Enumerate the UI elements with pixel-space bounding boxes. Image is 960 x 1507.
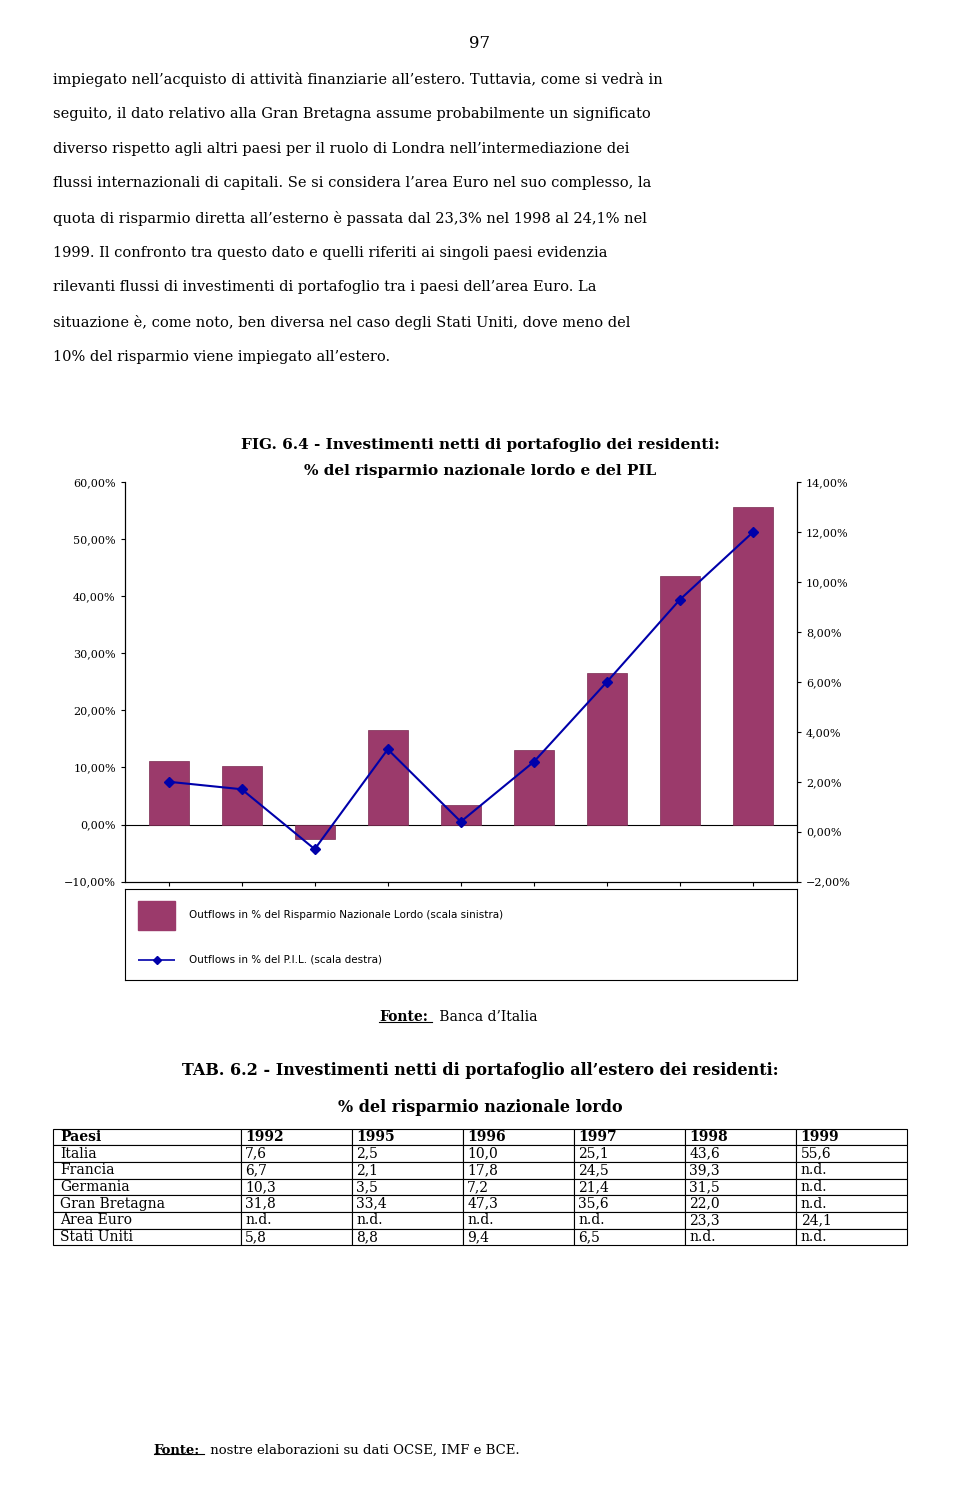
Text: flussi internazionali di capitali. Se si considera l’area Euro nel suo complesso: flussi internazionali di capitali. Se si… bbox=[53, 176, 651, 190]
Text: nostre elaborazioni su dati OCSE, IMF e BCE.: nostre elaborazioni su dati OCSE, IMF e … bbox=[206, 1444, 520, 1457]
Bar bbox=[587, 674, 627, 824]
Text: situazione è, come noto, ben diversa nel caso degli Stati Uniti, dove meno del: situazione è, come noto, ben diversa nel… bbox=[53, 315, 630, 330]
Text: rilevanti flussi di investimenti di portafoglio tra i paesi dell’area Euro. La: rilevanti flussi di investimenti di port… bbox=[53, 280, 596, 294]
Bar bbox=[295, 824, 335, 839]
Text: FIG. 6.4 - Investimenti netti di portafoglio dei residenti:: FIG. 6.4 - Investimenti netti di portafo… bbox=[241, 439, 719, 452]
Text: seguito, il dato relativo alla Gran Bretagna assume probabilmente un significato: seguito, il dato relativo alla Gran Bret… bbox=[53, 107, 651, 121]
Text: impiegato nell’acquisto di attività finanziarie all’estero. Tuttavia, come si ve: impiegato nell’acquisto di attività fina… bbox=[53, 72, 662, 87]
Text: Banca d’Italia: Banca d’Italia bbox=[435, 1010, 538, 1023]
Text: Fonte:: Fonte: bbox=[379, 1010, 428, 1023]
Bar bbox=[514, 750, 554, 824]
Text: % del risparmio nazionale lordo e del PIL: % del risparmio nazionale lordo e del PI… bbox=[304, 464, 656, 478]
Bar bbox=[368, 731, 408, 824]
Text: % del risparmio nazionale lordo: % del risparmio nazionale lordo bbox=[338, 1099, 622, 1115]
Text: 97: 97 bbox=[469, 35, 491, 51]
Text: TAB. 6.2 - Investimenti netti di portafoglio all’estero dei residenti:: TAB. 6.2 - Investimenti netti di portafo… bbox=[181, 1062, 779, 1079]
Text: 1999. Il confronto tra questo dato e quelli riferiti ai singoli paesi evidenzia: 1999. Il confronto tra questo dato e que… bbox=[53, 246, 608, 259]
Text: Outflows in % del P.I.L. (scala destra): Outflows in % del P.I.L. (scala destra) bbox=[188, 954, 382, 964]
Text: quota di risparmio diretta all’esterno è passata dal 23,3% nel 1998 al 24,1% nel: quota di risparmio diretta all’esterno è… bbox=[53, 211, 647, 226]
Bar bbox=[660, 576, 700, 824]
Bar bbox=[732, 508, 773, 824]
Bar bbox=[138, 901, 175, 930]
Text: 10% del risparmio viene impiegato all’estero.: 10% del risparmio viene impiegato all’es… bbox=[53, 350, 390, 363]
Text: Fonte:: Fonte: bbox=[154, 1444, 200, 1457]
Text: diverso rispetto agli altri paesi per il ruolo di Londra nell’intermediazione de: diverso rispetto agli altri paesi per il… bbox=[53, 142, 630, 155]
Bar bbox=[222, 766, 262, 824]
Text: Outflows in % del Risparmio Nazionale Lordo (scala sinistra): Outflows in % del Risparmio Nazionale Lo… bbox=[188, 910, 503, 919]
Bar bbox=[149, 761, 189, 824]
Bar bbox=[441, 805, 481, 824]
